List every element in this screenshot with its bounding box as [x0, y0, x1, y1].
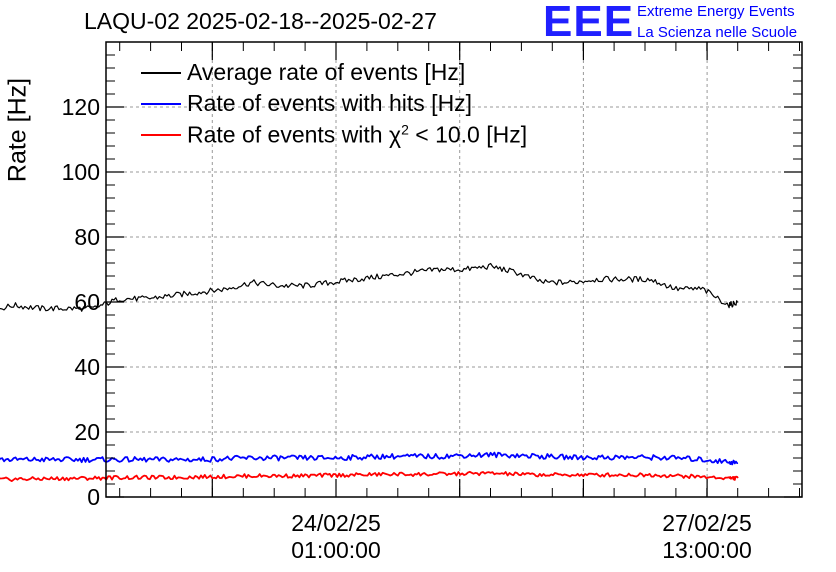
grid-lines [106, 42, 802, 497]
y-tick-label: 40 [74, 354, 100, 380]
legend-label-hits-text: Rate of events with hits [Hz] [187, 90, 473, 116]
series-line-hits [0, 451, 739, 466]
legend-label-chi2-tail: < 10.0 [Hz] [415, 121, 528, 148]
y-tick-label: 80 [74, 224, 100, 250]
series-lines [0, 262, 739, 482]
org-name-line2: La Scienza nelle Scuole [637, 24, 798, 41]
legend-label-chi2-text: Rate of events with [187, 121, 383, 148]
series-line-chi2 [0, 470, 739, 482]
x-tick-label-time: 13:00:00 [662, 537, 752, 563]
axis-ticks [106, 41, 802, 498]
eee-logo: EEE [543, 0, 635, 46]
legend-swatch-hits [141, 103, 181, 105]
legend-label-average-text: Average rate of events [Hz] [187, 59, 466, 85]
legend-label-average: Average rate of events [Hz] [187, 59, 465, 86]
org-name-line1: Extreme Energy Events [637, 3, 795, 20]
legend-swatch-chi2 [141, 134, 181, 136]
y-tick-label: 0 [87, 484, 100, 510]
legend-swatch-average [141, 72, 181, 74]
chi-symbol: χ2 [389, 121, 409, 148]
legend-label-hits: Rate of events with hits [Hz] [187, 90, 472, 117]
chart-title: LAQU-02 2025-02-18--2025-02-27 [84, 8, 437, 34]
y-tick-label: 120 [62, 94, 100, 120]
x-tick-label-date: 24/02/25 [291, 510, 381, 536]
legend-label-chi2: Rate of events with χ2 < 10.0 [Hz] [187, 121, 527, 149]
y-tick-label: 100 [62, 159, 100, 185]
series-line-average [0, 262, 738, 312]
x-tick-label-date: 27/02/25 [662, 510, 752, 536]
plot-frame [105, 41, 803, 498]
y-tick-label: 20 [74, 419, 100, 445]
y-tick-label: 60 [74, 289, 100, 315]
x-tick-label-time: 01:00:00 [291, 537, 381, 563]
